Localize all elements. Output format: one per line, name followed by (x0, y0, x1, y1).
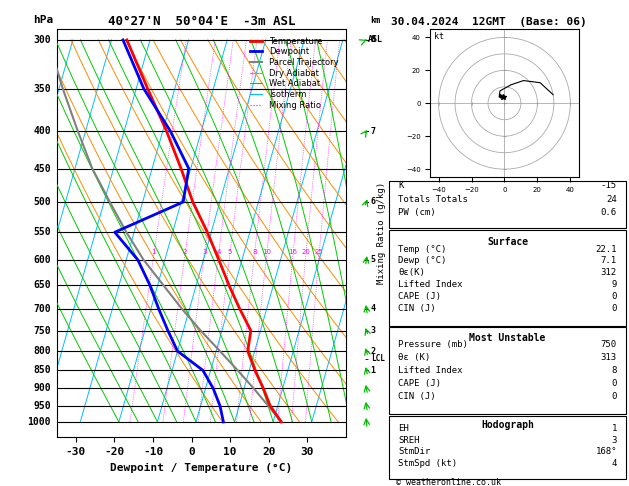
Text: CIN (J): CIN (J) (398, 304, 436, 313)
Text: 550: 550 (33, 227, 51, 237)
Text: CAPE (J): CAPE (J) (398, 379, 441, 388)
Text: 168°: 168° (596, 447, 617, 456)
Text: θε(K): θε(K) (398, 268, 425, 278)
Text: 8: 8 (611, 366, 617, 375)
Text: 750: 750 (33, 326, 51, 336)
Text: 4: 4 (370, 304, 376, 313)
Text: 700: 700 (33, 304, 51, 314)
Text: 0: 0 (611, 379, 617, 388)
Text: CIN (J): CIN (J) (398, 392, 436, 401)
Text: 1: 1 (370, 366, 376, 375)
Text: EH: EH (398, 424, 409, 433)
Text: 850: 850 (33, 365, 51, 375)
Text: 2: 2 (370, 347, 376, 356)
Text: © weatheronline.co.uk: © weatheronline.co.uk (396, 478, 501, 486)
Text: 1: 1 (611, 424, 617, 433)
Text: ASL: ASL (367, 35, 382, 44)
Text: Dewp (°C): Dewp (°C) (398, 257, 447, 265)
Text: 10: 10 (262, 248, 271, 255)
Text: Lifted Index: Lifted Index (398, 366, 463, 375)
Text: Temp (°C): Temp (°C) (398, 244, 447, 254)
Text: 500: 500 (33, 197, 51, 207)
Text: 16: 16 (289, 248, 298, 255)
Text: 900: 900 (33, 383, 51, 394)
Text: StmDir: StmDir (398, 447, 430, 456)
Text: CAPE (J): CAPE (J) (398, 293, 441, 301)
Text: 600: 600 (33, 255, 51, 265)
Text: hPa: hPa (33, 15, 53, 25)
Text: 750: 750 (601, 340, 617, 349)
Text: Surface: Surface (487, 237, 528, 246)
Text: 7.1: 7.1 (601, 257, 617, 265)
Title: 40°27'N  50°04'E  -3m ASL: 40°27'N 50°04'E -3m ASL (108, 15, 295, 28)
Text: 1000: 1000 (27, 417, 51, 427)
X-axis label: Dewpoint / Temperature (°C): Dewpoint / Temperature (°C) (110, 463, 292, 473)
Text: Hodograph: Hodograph (481, 420, 534, 430)
Text: 7: 7 (370, 127, 376, 136)
Text: 2: 2 (183, 248, 187, 255)
Text: 400: 400 (33, 126, 51, 136)
Text: 450: 450 (33, 164, 51, 174)
Text: 350: 350 (33, 84, 51, 94)
Text: 20: 20 (301, 248, 310, 255)
Text: -15: -15 (601, 181, 617, 190)
Text: 6: 6 (370, 197, 376, 207)
Text: 3: 3 (611, 435, 617, 445)
Text: PW (cm): PW (cm) (398, 208, 436, 217)
Text: 0: 0 (611, 392, 617, 401)
Legend: Temperature, Dewpoint, Parcel Trajectory, Dry Adiabat, Wet Adiabat, Isotherm, Mi: Temperature, Dewpoint, Parcel Trajectory… (247, 34, 342, 113)
Text: 9: 9 (611, 280, 617, 290)
Text: 22.1: 22.1 (596, 244, 617, 254)
Text: Lifted Index: Lifted Index (398, 280, 463, 290)
Text: 8: 8 (252, 248, 257, 255)
Text: 312: 312 (601, 268, 617, 278)
Text: 24: 24 (606, 194, 617, 204)
Text: 5: 5 (228, 248, 232, 255)
Text: LCL: LCL (370, 354, 384, 364)
Text: 0.6: 0.6 (601, 208, 617, 217)
Text: 300: 300 (33, 35, 51, 45)
Text: km: km (370, 16, 380, 25)
Text: 5: 5 (370, 255, 376, 264)
Text: SREH: SREH (398, 435, 420, 445)
Text: 8: 8 (370, 35, 376, 44)
Text: 0: 0 (611, 304, 617, 313)
Text: 800: 800 (33, 346, 51, 356)
Text: Pressure (mb): Pressure (mb) (398, 340, 468, 349)
Text: 3: 3 (370, 326, 376, 335)
Text: 0: 0 (611, 293, 617, 301)
Text: 650: 650 (33, 280, 51, 290)
Text: Totals Totals: Totals Totals (398, 194, 468, 204)
Text: 3: 3 (202, 248, 206, 255)
Text: 950: 950 (33, 400, 51, 411)
Text: 25: 25 (314, 248, 323, 255)
Text: 4: 4 (216, 248, 221, 255)
Text: θε (K): θε (K) (398, 353, 430, 362)
Text: 30.04.2024  12GMT  (Base: 06): 30.04.2024 12GMT (Base: 06) (391, 17, 587, 27)
Text: StmSpd (kt): StmSpd (kt) (398, 459, 457, 468)
Text: kt: kt (433, 33, 443, 41)
Text: Most Unstable: Most Unstable (469, 333, 546, 343)
Text: 313: 313 (601, 353, 617, 362)
Text: 1: 1 (152, 248, 156, 255)
Text: 4: 4 (611, 459, 617, 468)
Text: K: K (398, 181, 404, 190)
Text: Mixing Ratio (g/kg): Mixing Ratio (g/kg) (377, 182, 386, 284)
